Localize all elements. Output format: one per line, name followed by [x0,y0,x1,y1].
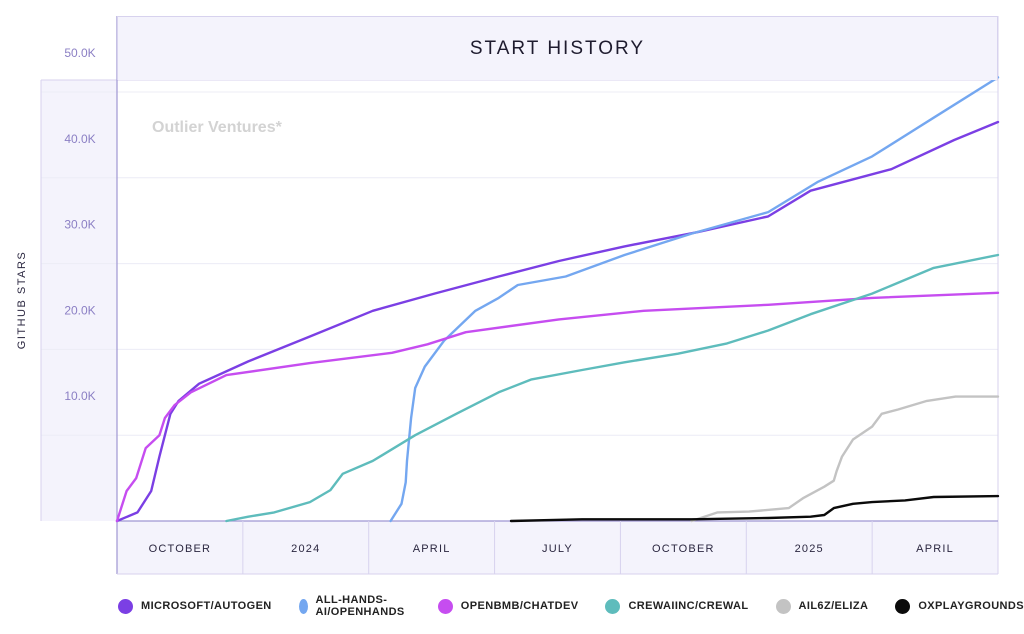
legend-swatch [605,598,621,614]
legend-label: AIL6Z/ELIZA [798,600,869,612]
x-tick-label: APRIL [916,543,954,555]
legend-label: MICROSOFT/AUTOGEN [141,600,272,612]
legend-swatch [437,598,453,614]
legend-item: OXPLAYGROUNDS/RIG [895,598,1024,614]
legend-label: OXPLAYGROUNDS/RIG [918,600,1024,612]
chart-title-box: START HISTORY [117,16,998,80]
series-line-microsoft-autogen [115,120,1000,523]
x-tick-label: 2024 [291,543,320,555]
y-axis-label: GITHUB STARS [16,250,28,350]
y-tick-label: 40.0K [64,132,95,146]
x-axis-panel [117,521,998,574]
y-tick-label: 50.0K [64,46,95,60]
series-line-openbmb-chatdev [115,291,1000,523]
legend-item: OPENBMB/CHATDEV [437,598,579,614]
series-line-oxplaygrounds-rig [509,494,1000,523]
legend-label: OPENBMB/CHATDEV [460,600,579,612]
legend-swatch [775,598,791,614]
legend-swatch [895,598,911,614]
series-line-all-hands-ai-openhands [389,76,1000,523]
legend-item: AIL6Z/ELIZA [775,598,869,614]
x-tick-label: JULY [542,543,573,555]
watermark-logo: Outlier Ventures* [152,119,283,136]
plot-area [117,80,998,521]
y-tick-label: 30.0K [64,218,95,232]
y-axis-panel [41,80,117,521]
legend-swatch [298,598,308,614]
chart-legend: MICROSOFT/AUTOGEN ALL-HANDS-AI/OPENHANDS O… [118,594,1024,618]
legend-label: CREWAIINC/CREWAL [628,600,749,612]
legend-item: ALL-HANDS-AI/OPENHANDS [298,594,411,618]
y-tick-label: 10.0K [64,389,95,403]
x-tick-label: 2025 [795,543,824,555]
y-tick-label: 20.0K [64,303,95,317]
legend-item: MICROSOFT/AUTOGEN [118,598,272,614]
legend-item: CREWAIINC/CREWAL [605,598,749,614]
legend-label: ALL-HANDS-AI/OPENHANDS [315,594,405,618]
x-tick-label: OCTOBER [149,543,212,555]
series-line-crewaiinc-crewal [225,253,1000,523]
x-tick-label: OCTOBER [652,543,715,555]
series-line-ail6z-eliza [690,395,1000,523]
x-tick-label: APRIL [413,543,451,555]
chart-title: START HISTORY [469,37,646,59]
legend-swatch [118,598,133,614]
